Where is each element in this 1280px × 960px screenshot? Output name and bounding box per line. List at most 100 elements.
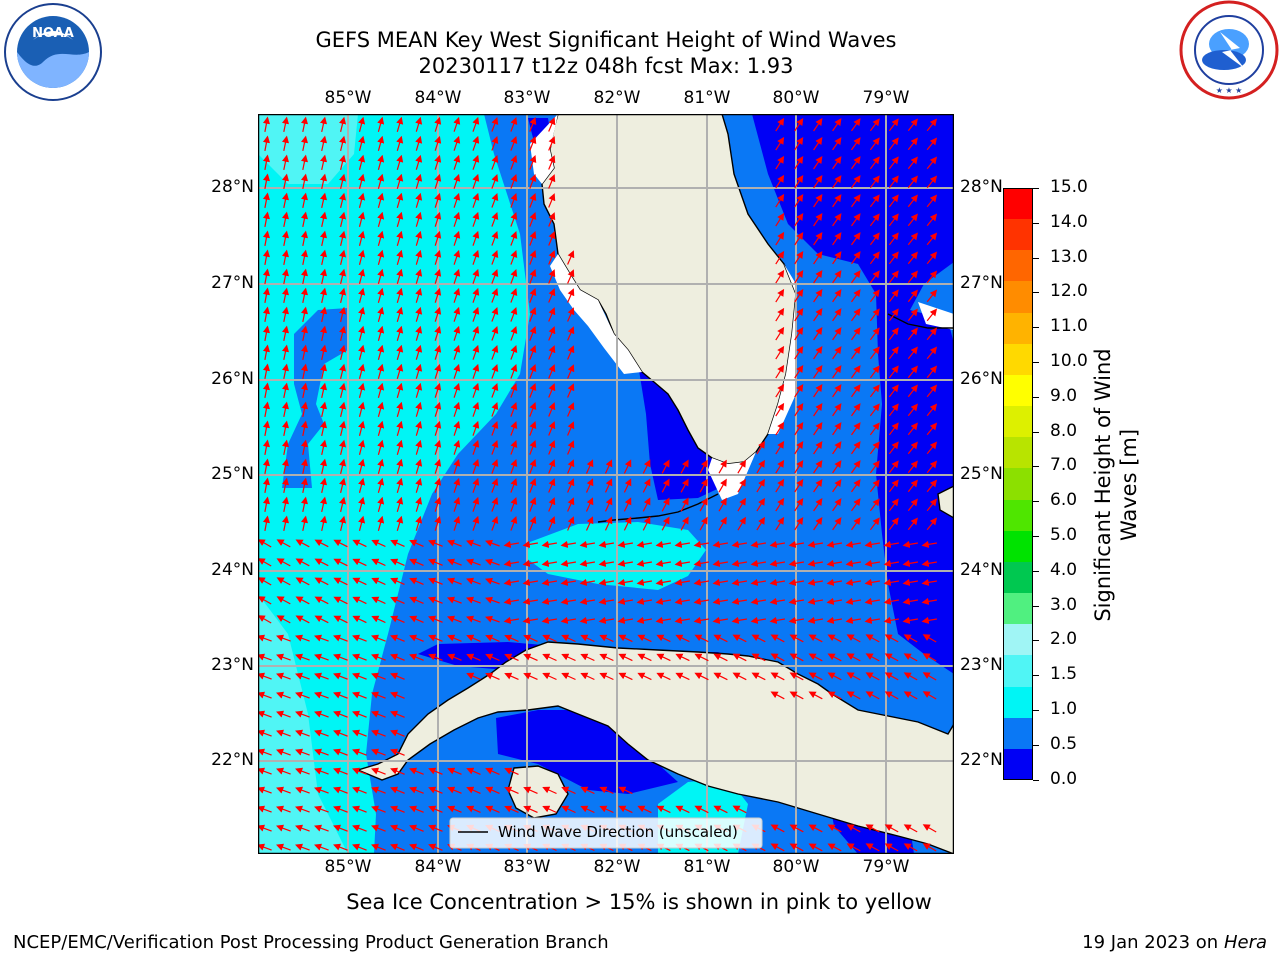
wave-direction-arrow — [598, 616, 615, 624]
wave-direction-arrow — [472, 325, 480, 341]
wave-direction-arrow — [447, 767, 462, 775]
wave-direction-arrow — [926, 289, 938, 303]
wave-direction-arrow — [567, 383, 575, 398]
wave-direction-arrow — [869, 194, 880, 208]
wave-direction-arrow — [548, 516, 556, 531]
wave-direction-arrow — [320, 458, 328, 475]
wave-direction-arrow — [472, 306, 480, 322]
colorbar-tick-label: 13.0 — [1050, 246, 1088, 267]
wave-direction-arrow — [888, 175, 899, 189]
wave-direction-arrow — [281, 211, 290, 228]
colorbar-segment — [1003, 406, 1033, 438]
wave-direction-arrow — [472, 268, 480, 284]
wave-direction-arrow — [333, 539, 348, 548]
wave-direction-arrow — [396, 230, 404, 246]
wave-direction-arrow — [339, 401, 347, 417]
wave-direction-arrow — [656, 634, 671, 643]
wave-direction-arrow — [371, 672, 386, 680]
wave-direction-arrow — [390, 672, 405, 680]
wave-direction-arrow — [358, 211, 366, 227]
wave-direction-arrow — [262, 287, 270, 304]
colorbar-tick-mark — [1033, 710, 1039, 711]
wave-direction-arrow — [434, 173, 442, 189]
wave-direction-arrow — [358, 496, 366, 512]
wave-direction-arrow — [907, 498, 918, 512]
nws-logo: ★ ★ ★ — [1178, 0, 1280, 100]
colorbar-segment — [1003, 499, 1033, 532]
wave-direction-arrow — [864, 616, 881, 624]
wave-direction-arrow — [788, 578, 805, 586]
wave-direction-arrow — [352, 596, 367, 605]
wave-direction-arrow — [832, 232, 842, 246]
colorbar-tick-label: 5.0 — [1050, 525, 1078, 545]
wave-direction-arrow — [352, 577, 367, 586]
wave-direction-arrow — [371, 748, 386, 756]
wave-direction-arrow — [851, 251, 861, 265]
wave-direction-arrow — [832, 156, 842, 170]
wave-direction-arrow — [472, 211, 480, 227]
wave-direction-arrow — [884, 824, 899, 833]
chart-subtitle: 20230117 t12z 048h fcst Max: 1.93 — [418, 54, 794, 78]
wave-direction-arrow — [902, 578, 919, 586]
wave-direction-arrow — [579, 578, 596, 586]
wave-direction-arrow — [371, 539, 386, 548]
wave-direction-arrow — [377, 287, 385, 303]
wave-direction-arrow — [358, 439, 366, 455]
wave-direction-arrow — [522, 578, 539, 586]
wave-direction-arrow — [794, 497, 804, 512]
wave-direction-arrow — [281, 154, 290, 171]
wave-direction-arrow — [548, 402, 556, 417]
wave-direction-arrow — [813, 175, 823, 189]
wave-direction-arrow — [281, 116, 290, 133]
wave-direction-arrow — [851, 308, 861, 322]
wave-direction-arrow — [300, 363, 309, 380]
wave-direction-arrow — [377, 458, 385, 474]
wave-direction-arrow — [320, 344, 328, 361]
wave-direction-arrow — [510, 402, 518, 417]
lat-label-left: 28°N — [211, 177, 254, 197]
wave-direction-arrow — [869, 213, 880, 227]
wave-direction-arrow — [390, 767, 405, 775]
wave-direction-arrow — [377, 154, 385, 170]
wave-direction-arrow — [529, 383, 537, 398]
wave-direction-arrow — [604, 478, 613, 493]
wave-direction-arrow — [358, 230, 366, 246]
wave-direction-arrow — [907, 308, 918, 322]
wave-direction-arrow — [618, 653, 633, 662]
wave-direction-arrow — [661, 516, 670, 531]
wave-direction-arrow — [409, 786, 424, 794]
wave-direction-arrow — [832, 441, 842, 455]
wave-direction-arrow — [428, 786, 443, 794]
wave-direction-arrow — [832, 460, 842, 474]
wave-direction-arrow — [642, 478, 651, 493]
wave-direction-arrow — [377, 268, 385, 284]
wave-direction-arrow — [333, 615, 348, 624]
wave-direction-arrow — [775, 516, 785, 531]
wave-direction-arrow — [396, 363, 404, 379]
wave-direction-arrow — [262, 439, 270, 456]
wave-direction-arrow — [865, 824, 880, 833]
wave-direction-arrow — [358, 268, 366, 284]
colorbar-segment — [1003, 530, 1033, 563]
wave-direction-arrow — [371, 824, 386, 832]
wave-direction-arrow — [295, 805, 310, 813]
wave-band-0-0.5 — [752, 114, 954, 674]
wave-direction-arrow — [491, 155, 499, 170]
wave-direction-arrow — [529, 193, 537, 208]
wave-direction-arrow — [409, 539, 424, 547]
wave-direction-arrow — [832, 479, 842, 493]
wave-direction-arrow — [415, 363, 423, 379]
wave-direction-arrow — [491, 269, 499, 284]
wave-direction-arrow — [396, 116, 404, 132]
wave-direction-arrow — [428, 824, 443, 832]
wave-direction-arrow — [453, 496, 461, 512]
wave-direction-arrow — [390, 634, 405, 642]
wave-direction-arrow — [903, 843, 918, 852]
wave-direction-arrow — [281, 192, 290, 209]
wave-direction-arrow — [428, 653, 443, 661]
wave-direction-arrow — [756, 459, 765, 474]
colorbar-tick-mark — [1033, 362, 1039, 363]
wave-direction-arrow — [453, 306, 461, 322]
wave-direction-arrow — [314, 824, 329, 832]
wave-direction-arrow — [371, 691, 386, 699]
